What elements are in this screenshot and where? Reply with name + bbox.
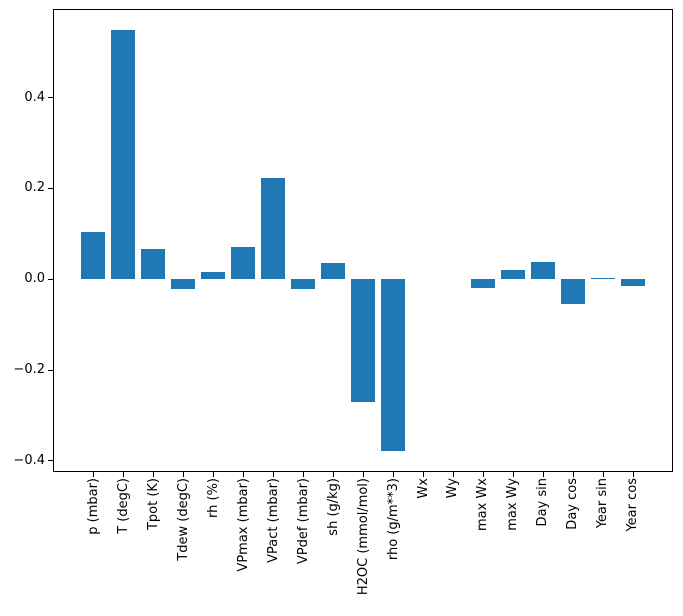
x-tick-mark [572,472,574,477]
bar [321,262,345,280]
bar [500,270,525,280]
x-tick-label: Tpot (K) [145,478,161,531]
x-tick-label: Day cos [565,478,581,530]
x-tick-mark [632,472,634,477]
x-tick-label: Tdew (degC) [175,478,191,561]
x-tick-mark [363,472,364,477]
x-tick-mark [183,472,185,477]
bar [351,279,375,402]
bar [81,232,106,280]
x-tick-mark [542,472,544,477]
x-tick-label: Year cos [625,478,641,532]
y-tick-label: −0.2 [13,362,45,378]
x-tick-label: Year sin [595,478,611,529]
bar [171,279,196,289]
x-tick-mark [393,472,394,477]
x-tick-label: max Wx [475,478,491,532]
x-tick-mark [452,472,454,477]
x-tick-mark [273,472,275,477]
bar [261,178,286,280]
bar [590,277,615,280]
x-tick-mark [243,472,245,477]
y-tick-label: 0.2 [24,180,45,196]
bar [231,247,256,280]
y-tick-label: 0.0 [24,271,45,287]
x-tick-mark [482,472,484,477]
plot-frame [53,9,673,472]
x-tick-mark [602,472,604,477]
x-tick-label: VPmax (mbar) [235,478,251,572]
x-tick-label: Wy [445,478,461,499]
x-tick-mark [333,472,334,477]
x-tick-label: sh (g/kg) [325,478,341,536]
x-tick-label: Day sin [535,478,551,527]
y-tick-mark [48,278,53,280]
x-tick-mark [123,472,125,477]
x-tick-label: VPact (mbar) [265,478,281,563]
x-tick-mark [153,472,155,477]
y-tick-mark [48,97,53,98]
x-tick-label: Wx [415,478,431,499]
x-tick-label: T (degC) [115,478,131,534]
bar [530,262,555,280]
x-tick-label: max Wy [505,478,521,531]
x-tick-label: H2OC (mmol/mol) [355,478,371,596]
x-tick-label: VPdef (mbar) [295,478,311,565]
x-tick-label: rh (%) [205,478,221,518]
bar [201,271,226,280]
bar [620,279,645,286]
bar [111,30,136,280]
x-tick-mark [512,472,514,477]
x-tick-mark [213,472,215,477]
y-tick-label: 0.4 [24,89,45,105]
bar [381,279,405,451]
y-tick-mark [48,460,53,462]
bar [291,279,315,289]
bar [560,279,585,304]
y-tick-mark [48,369,53,371]
x-tick-mark [423,472,424,477]
x-tick-mark [303,472,304,477]
bar [141,248,166,280]
bar [470,279,495,288]
x-tick-mark [93,472,95,477]
x-tick-label: rho (g/m**3) [385,478,401,561]
y-tick-label: −0.4 [13,452,45,468]
y-tick-mark [48,187,53,189]
x-tick-label: p (mbar) [85,478,101,535]
